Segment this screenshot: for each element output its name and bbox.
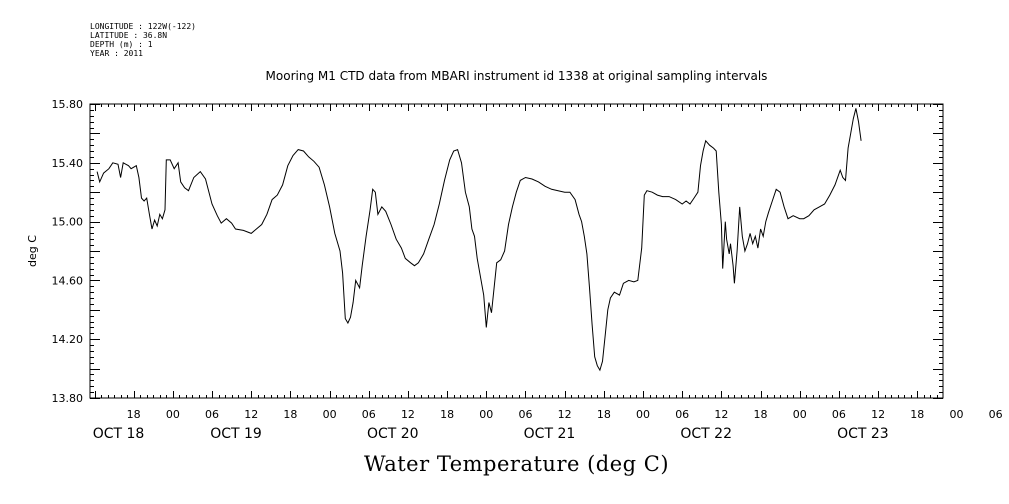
hour-tick-label: 06 [675,408,689,421]
latitude-text: LATITUDE : 36.8N [90,31,168,40]
hour-tick-labels: 18 00 06 12 18 00 06 12 18 00 06 12 18 00 06 12 18 00 06 12… [127,408,1003,421]
y-tick-label: 15.80 [52,98,84,111]
hour-tick-label: 06 [205,408,219,421]
hour-tick-label: 12 [244,408,258,421]
hour-tick-label: 00 [793,408,807,421]
depth-text: DEPTH (m) : 1 [90,40,153,49]
plot-frame [89,103,944,399]
day-labels: OCT 18 OCT 19 OCT 20 OCT 21 OCT 22 OCT 23 [93,426,889,442]
hour-tick-label: 00 [166,408,180,421]
hour-tick-label: 00 [636,408,650,421]
hour-tick-label: 12 [401,408,415,421]
hour-tick-label: 18 [597,408,611,421]
series-line [96,108,862,372]
hour-tick-label: 18 [127,408,141,421]
hour-tick-label: 06 [989,408,1003,421]
hour-tick-label: 18 [910,408,924,421]
chart-title: Mooring M1 CTD data from MBARI instrumen… [265,69,768,83]
hour-tick-label: 00 [949,408,963,421]
longitude-text: LONGITUDE : 122W(-122) [90,22,196,31]
year-text: YEAR : 2011 [90,49,143,58]
y-axis-label: deg C [26,235,39,267]
y-tick-label: 13.80 [52,392,84,405]
y-tick-labels: 13.80 14.20 14.60 15.00 15.40 15.80 [52,98,84,405]
hour-tick-label: 12 [558,408,572,421]
x-axis-title: Water Temperature (deg C) [363,452,670,476]
day-label: OCT 18 [93,426,145,442]
day-label: OCT 19 [210,426,262,442]
hour-tick-label: 06 [518,408,532,421]
hour-tick-label: 12 [714,408,728,421]
day-label: OCT 20 [367,426,419,442]
hour-tick-label: 06 [362,408,376,421]
day-label: OCT 21 [524,426,576,442]
y-tick-label: 15.00 [52,216,84,229]
day-label: OCT 23 [837,426,889,442]
hour-tick-label: 00 [323,408,337,421]
hour-tick-label: 06 [832,408,846,421]
hour-tick-label: 18 [754,408,768,421]
hour-tick-label: 00 [479,408,493,421]
day-label: OCT 22 [680,426,732,442]
y-tick-label: 14.60 [52,274,84,287]
hour-tick-label: 18 [283,408,297,421]
y-tick-label: 15.40 [52,157,84,170]
hour-tick-label: 18 [440,408,454,421]
hour-tick-label: 12 [871,408,885,421]
y-tick-label: 14.20 [52,333,84,346]
y-axis-ticks [90,104,943,399]
x-axis-ticks [95,104,938,398]
